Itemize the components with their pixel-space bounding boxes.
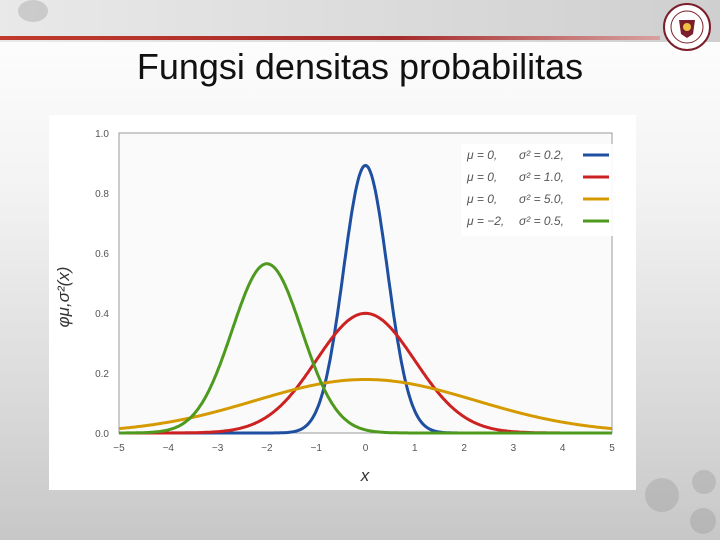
chart-container: −5 −4 −3 −2 −1 0 1 2 3 4 5 0.0 0.2 0.4 0.6 0.8 1.0 μ = 0… — [49, 115, 636, 490]
x-axis-label: x — [360, 466, 370, 485]
legend-variance-label: σ² = 0.5, — [519, 214, 564, 228]
x-tick-label: 3 — [511, 443, 517, 454]
header-accent-line — [0, 36, 660, 40]
y-tick-label: 0.2 — [95, 369, 109, 380]
x-tick-label: 4 — [560, 443, 566, 454]
x-tick-label: 0 — [363, 443, 369, 454]
legend-variance-label: σ² = 5.0, — [519, 192, 564, 206]
x-tick-label: 2 — [461, 443, 467, 454]
y-tick-label: 0.6 — [95, 249, 109, 260]
legend-mu-label: μ = 0, — [466, 192, 497, 206]
background-decoration — [692, 470, 716, 494]
background-decoration — [690, 508, 716, 534]
chart-tick-labels: −5 −4 −3 −2 −1 0 1 2 3 4 5 0.0 0.2 0.4 0.6 0.8 1.0 — [95, 129, 615, 454]
x-tick-label: −4 — [163, 443, 175, 454]
university-seal-icon — [662, 2, 712, 52]
legend-mu-label: μ = 0, — [466, 170, 497, 184]
x-tick-label: 5 — [609, 443, 615, 454]
series-line-4 — [118, 262, 613, 435]
background-decoration — [18, 0, 48, 22]
x-tick-label: −5 — [113, 443, 125, 454]
legend-variance-label: σ² = 0.2, — [519, 148, 564, 162]
x-tick-label: −1 — [310, 443, 322, 454]
x-tick-label: −2 — [261, 443, 273, 454]
y-axis-label: φμ,σ²(x) — [54, 267, 73, 328]
y-tick-label: 0.8 — [95, 189, 109, 200]
y-tick-label: 1.0 — [95, 129, 109, 140]
header-band — [0, 0, 720, 42]
chart-series — [118, 163, 613, 435]
legend-mu-label: μ = 0, — [466, 148, 497, 162]
legend-variance-label: σ² = 1.0, — [519, 170, 564, 184]
y-tick-label: 0.0 — [95, 429, 109, 440]
legend-mu-label: μ = −2, — [466, 214, 504, 228]
chart-legend: μ = 0, σ² = 0.2, μ = 0, σ² = 1.0, μ = 0, σ² =… — [461, 144, 613, 236]
slide-title: Fungsi densitas probabilitas — [136, 46, 584, 87]
x-tick-label: −3 — [212, 443, 224, 454]
normal-distribution-chart: −5 −4 −3 −2 −1 0 1 2 3 4 5 0.0 0.2 0.4 0.6 0.8 1.0 μ = 0… — [54, 129, 615, 485]
y-tick-label: 0.4 — [95, 309, 109, 320]
background-decoration — [645, 478, 679, 512]
x-tick-label: 1 — [412, 443, 418, 454]
series-line-3 — [118, 378, 613, 431]
